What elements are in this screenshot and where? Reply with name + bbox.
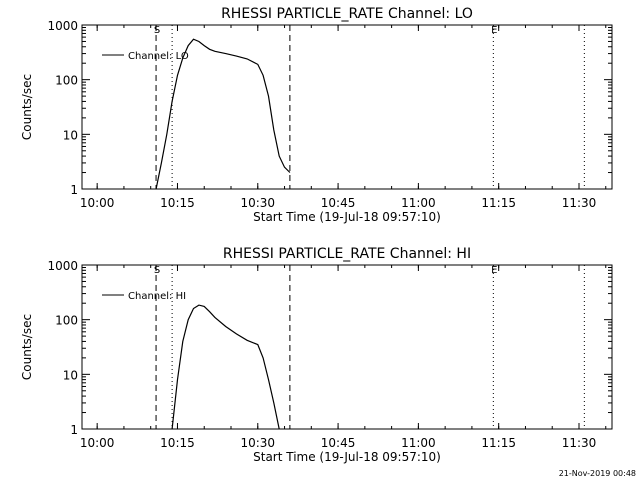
y-tick-label: 1 [70,183,78,197]
x-tick-label: 10:45 [321,436,356,450]
y-tick-label: 1000 [47,19,78,33]
y-axis-label: Counts/sec [20,314,34,380]
x-tick-label: 10:00 [80,436,115,450]
series-line [155,38,291,190]
x-axis-label: Start Time (19-Jul-18 09:57:10) [253,450,441,464]
time-marker-label: S [154,265,160,276]
x-tick-label: 11:15 [481,436,516,450]
plot-frame [81,264,613,430]
x-tick-label: 10:15 [160,196,195,210]
y-tick-label: 1000 [47,259,78,273]
y-tick-label: 1 [70,423,78,437]
x-axis-label: Start Time (19-Jul-18 09:57:10) [253,210,441,224]
x-tick-label: 11:30 [562,436,597,450]
x-tick-label: 11:30 [562,196,597,210]
x-tick-label: 11:00 [401,196,436,210]
chart-title: RHESSI PARTICLE_RATE Channel: HI [223,246,471,262]
chart-title: RHESSI PARTICLE_RATE Channel: LO [221,6,473,22]
x-tick-label: 11:15 [481,196,516,210]
time-marker-label: E [491,265,497,276]
footer-timestamp: 21-Nov-2019 00:48 [559,469,636,478]
y-axis-label: Counts/sec [20,74,34,140]
lo-channel-panel: RHESSI PARTICLE_RATE Channel: LO 10:00 10:… [20,6,613,224]
y-tick-label: 10 [63,128,78,142]
x-tick-label: 10:15 [160,436,195,450]
plot-frame [81,24,613,190]
x-tick-label: 11:00 [401,436,436,450]
series-line [171,304,280,430]
legend-label: Channel: HI [128,291,186,302]
time-marker-label: S [154,25,160,36]
x-tick-label: 10:45 [321,196,356,210]
x-tick-label: 10:00 [80,196,115,210]
x-tick-label: 10:30 [240,436,275,450]
y-tick-label: 100 [55,314,78,328]
y-tick-label: 10 [63,368,78,382]
time-marker-label: E [491,25,497,36]
hi-channel-panel: RHESSI PARTICLE_RATE Channel: HI 10:00 10:… [20,246,613,464]
x-tick-label: 10:30 [240,196,275,210]
legend-label: Channel: LO [128,51,189,62]
y-tick-label: 100 [55,74,78,88]
